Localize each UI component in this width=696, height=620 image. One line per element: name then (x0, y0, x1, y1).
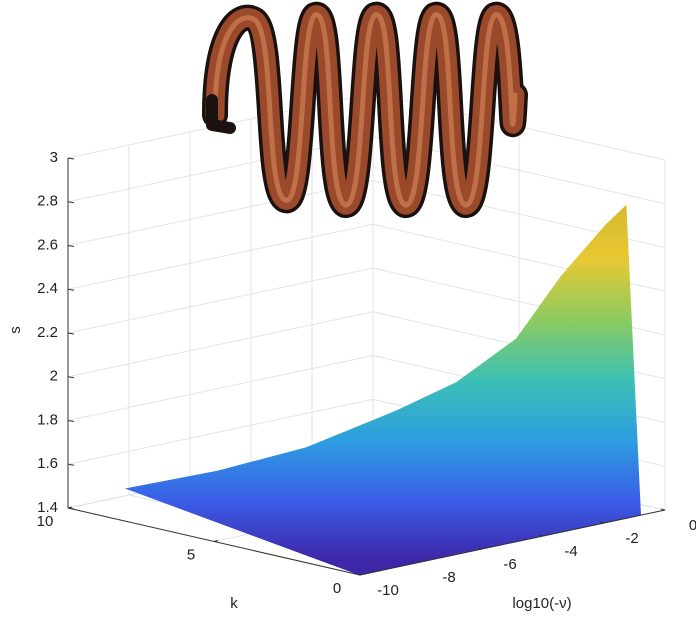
z-tick-label: 1.4 (37, 499, 58, 516)
x-tick-label: -6 (503, 556, 516, 573)
axes: 1.4 1.6 1.8 2 2.2 2.4 2.6 2.8 3 -10 -8 -6 -4 -2 0 0 5 10 (37, 149, 696, 599)
grid-line (67, 267, 374, 334)
y-tick-label: 0 (333, 580, 341, 597)
y-axis-label: k (230, 595, 238, 612)
x-tick-label: -8 (442, 569, 455, 586)
z-tick (67, 201, 75, 204)
z-tick (67, 420, 75, 422)
z-tick-label: 2.8 (37, 193, 58, 210)
z-tick (67, 376, 75, 379)
grid-line (67, 311, 374, 378)
z-tick (67, 463, 75, 466)
x-tick-label: 0 (689, 517, 696, 534)
x-tick-label: -4 (564, 543, 577, 560)
z-tick-label: 2 (50, 368, 58, 385)
z-tick-label: 2.6 (37, 236, 58, 253)
coil-image (202, 1, 528, 218)
z-tick (67, 245, 75, 247)
z-axis-label: s (7, 326, 24, 334)
grid-line (67, 223, 374, 290)
z-tick-label: 2.2 (37, 324, 58, 341)
x-tick-label: -2 (625, 530, 638, 547)
y-tick-label: 10 (37, 513, 54, 530)
z-tick-label: 1.6 (37, 455, 58, 472)
grid-line (67, 355, 374, 421)
grid-line (67, 180, 374, 246)
y-tick-label: 5 (187, 546, 195, 563)
grid-line (67, 398, 374, 465)
z-tick (67, 288, 75, 291)
z-tick (67, 157, 75, 160)
z-tick-label: 2.4 (37, 280, 58, 297)
surface (124, 204, 642, 576)
x-axis-label: log10(-ν) (512, 595, 571, 612)
z-tick (67, 332, 75, 335)
x-axis-line (359, 509, 666, 576)
y-axis-line (67, 507, 361, 576)
z-tick-label: 3 (50, 149, 58, 166)
z-tick-label: 1.8 (37, 411, 58, 428)
x-tick-label: -10 (377, 582, 399, 599)
